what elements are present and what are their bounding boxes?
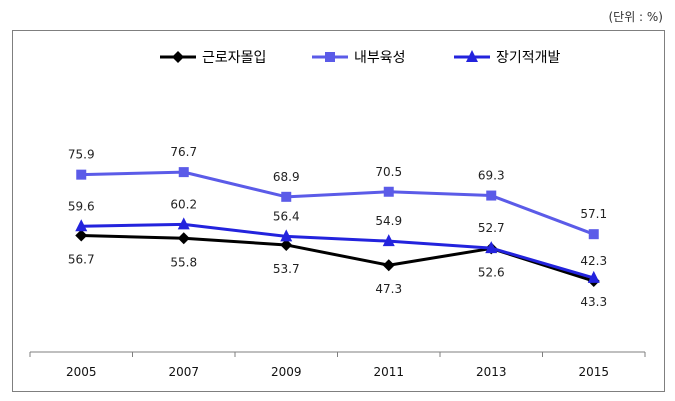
data-label: 47.3 — [375, 282, 402, 296]
data-label: 56.7 — [68, 252, 95, 266]
data-point — [75, 229, 88, 242]
data-label: 75.9 — [68, 148, 95, 162]
x-axis: 2005 2007 2009 2011 2013 2015 — [29, 351, 646, 379]
series-line — [81, 222, 595, 280]
series-line — [81, 170, 595, 236]
legend-marker — [325, 52, 335, 62]
x-tick-label: 2015 — [578, 365, 609, 379]
data-point — [281, 191, 292, 202]
series-line — [81, 233, 595, 283]
legend-label: 장기적개발 — [496, 50, 561, 66]
data-point — [485, 241, 498, 254]
data-point — [382, 259, 395, 272]
data-label: 52.6 — [478, 265, 505, 279]
x-tick-label: 2013 — [476, 365, 507, 379]
data-point — [177, 217, 190, 230]
data-label: 59.6 — [68, 199, 95, 213]
legend-marker — [466, 50, 478, 62]
legend: 근로자몰입 내부육성 장기적개발 — [160, 50, 561, 66]
data-point — [382, 234, 395, 247]
data-point — [280, 238, 293, 251]
data-label: 55.8 — [170, 255, 197, 269]
data-label: 70.5 — [375, 165, 402, 179]
data-label: 54.9 — [375, 214, 402, 228]
data-label: 60.2 — [170, 197, 197, 211]
x-tick-label: 2007 — [168, 365, 199, 379]
data-label: 68.9 — [273, 170, 300, 184]
data-point — [76, 169, 87, 180]
data-label: 52.7 — [478, 221, 505, 235]
data-point — [178, 167, 189, 178]
chart-frame — [12, 30, 665, 392]
data-label: 56.4 — [273, 209, 300, 223]
legend-label: 근로자몰입 — [202, 50, 266, 66]
data-label: 69.3 — [478, 169, 505, 183]
x-tick-label: 2005 — [66, 365, 97, 379]
x-tick-label: 2009 — [271, 365, 302, 379]
data-label: 53.7 — [273, 262, 300, 276]
data-label: 57.1 — [580, 207, 607, 221]
data-labels: 56.7 55.8 53.7 47.3 52.6 42.3 75.9 76.7 68.9 70.5… — [68, 145, 607, 309]
data-point — [177, 232, 190, 245]
data-point — [486, 190, 497, 201]
data-point — [280, 229, 293, 242]
data-point — [587, 270, 600, 283]
data-point — [588, 229, 599, 240]
legend-marker — [172, 51, 184, 63]
data-label: 42.3 — [580, 254, 607, 268]
unit-label: (단위 : %) — [608, 10, 663, 24]
legend-label: 내부육성 — [354, 50, 406, 66]
data-label: 76.7 — [170, 145, 197, 159]
data-label: 43.3 — [580, 295, 607, 309]
series-3 — [75, 217, 600, 283]
series-layer — [75, 167, 600, 288]
data-point — [383, 186, 394, 197]
series-2 — [76, 167, 599, 240]
x-tick-label: 2011 — [373, 365, 404, 379]
data-point — [75, 219, 88, 232]
